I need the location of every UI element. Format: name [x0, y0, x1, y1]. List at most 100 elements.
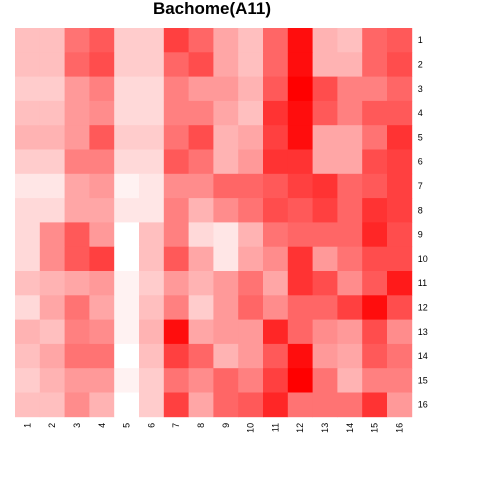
heatmap-cell: [114, 343, 140, 369]
heatmap-cell: [362, 28, 388, 53]
heatmap-cell: [362, 271, 388, 296]
heatmap-cell: [337, 392, 363, 418]
heatmap-cell: [139, 222, 165, 248]
heatmap-cell: [89, 246, 115, 272]
y-tick-label: 13: [418, 327, 428, 337]
heatmap-cell: [387, 271, 413, 296]
x-tick-label: 14: [345, 423, 355, 433]
x-tick-label: 1: [22, 423, 32, 428]
y-tick-label: 6: [418, 157, 423, 167]
heatmap-cell: [263, 173, 289, 199]
heatmap-cell: [387, 295, 413, 320]
heatmap-cell: [114, 149, 140, 175]
heatmap-cell: [213, 319, 239, 345]
heatmap-cell: [238, 52, 264, 77]
heatmap-cell: [15, 222, 41, 248]
heatmap-cell: [188, 319, 214, 345]
heatmap-cell: [89, 222, 115, 248]
heatmap-cell: [114, 173, 140, 199]
heatmap-cell: [64, 125, 90, 150]
y-tick-label: 5: [418, 132, 423, 142]
heatmap-cell: [39, 125, 65, 150]
heatmap-cell: [263, 198, 289, 223]
heatmap-cell: [39, 295, 65, 320]
heatmap-cell: [238, 125, 264, 150]
heatmap-cell: [337, 295, 363, 320]
heatmap-cell: [213, 76, 239, 102]
heatmap-cell: [213, 52, 239, 77]
x-tick-label: 9: [221, 423, 231, 428]
heatmap-cell: [213, 198, 239, 223]
heatmap-cell: [263, 28, 289, 53]
heatmap-cell: [362, 100, 388, 126]
heatmap-cell: [263, 319, 289, 345]
heatmap-cell: [39, 222, 65, 248]
heatmap-cell: [188, 173, 214, 199]
heatmap-cell: [387, 368, 413, 393]
heatmap-cell: [287, 368, 313, 393]
heatmap-cell: [39, 52, 65, 77]
heatmap-cell: [89, 319, 115, 345]
heatmap-cell: [213, 343, 239, 369]
y-tick-label: 10: [418, 254, 428, 264]
heatmap-cell: [64, 319, 90, 345]
heatmap-cell: [238, 343, 264, 369]
x-tick-labels: 1 2 3 4 5 6 7 8 9 10 11 12 13 14 15 16: [22, 423, 404, 433]
heatmap-cell: [287, 149, 313, 175]
heatmap-cell: [287, 52, 313, 77]
heatmap-cell: [15, 246, 41, 272]
heatmap-cell: [139, 76, 165, 102]
heatmap-cell: [387, 222, 413, 248]
heatmap-cell: [139, 343, 165, 369]
y-tick-label: 14: [418, 351, 428, 361]
y-tick-label: 11: [418, 278, 427, 288]
heatmap-cell: [287, 125, 313, 150]
heatmap-cell: [139, 295, 165, 320]
heatmap-cell: [387, 198, 413, 223]
heatmap-cell: [263, 222, 289, 248]
heatmap-cell: [163, 149, 189, 175]
heatmap-cell: [39, 343, 65, 369]
heatmap-cell: [188, 28, 214, 53]
heatmap-cell: [387, 28, 413, 53]
heatmap-cell: [287, 295, 313, 320]
heatmap-cell: [163, 319, 189, 345]
heatmap-cell: [263, 392, 289, 418]
heatmap-cell: [188, 246, 214, 272]
heatmap-cell: [114, 246, 140, 272]
heatmap-cell: [89, 295, 115, 320]
heatmap-cell: [238, 198, 264, 223]
heatmap-cell: [362, 295, 388, 320]
heatmap-cell: [139, 149, 165, 175]
y-tick-label: 4: [418, 108, 423, 118]
heatmap-cell: [39, 368, 65, 393]
heatmap-cell: [39, 392, 65, 418]
x-tick-label: 4: [97, 423, 107, 428]
heatmap-cell: [114, 368, 140, 393]
heatmap-cell: [114, 100, 140, 126]
heatmap-cell: [263, 368, 289, 393]
heatmap-cell: [387, 392, 413, 418]
heatmap-cell: [337, 222, 363, 248]
heatmap-cell: [263, 52, 289, 77]
heatmap-cell: [263, 100, 289, 126]
heatmap-cell: [64, 271, 90, 296]
heatmap-cell: [213, 100, 239, 126]
heatmap-cell: [213, 392, 239, 418]
heatmap-cell: [238, 295, 264, 320]
heatmap-cell: [89, 343, 115, 369]
heatmap-cell: [337, 319, 363, 345]
heatmap-cell: [312, 368, 338, 393]
heatmap-cell: [287, 28, 313, 53]
heatmap-cell: [387, 149, 413, 175]
heatmap-cell: [188, 149, 214, 175]
heatmap-cell: [387, 76, 413, 102]
heatmap-cell: [312, 52, 338, 77]
heatmap-cell: [163, 125, 189, 150]
heatmap-cell: [89, 76, 115, 102]
heatmap-cell: [188, 392, 214, 418]
heatmap-cell: [238, 271, 264, 296]
heatmap-cell: [114, 392, 140, 418]
y-tick-label: 2: [418, 59, 423, 69]
